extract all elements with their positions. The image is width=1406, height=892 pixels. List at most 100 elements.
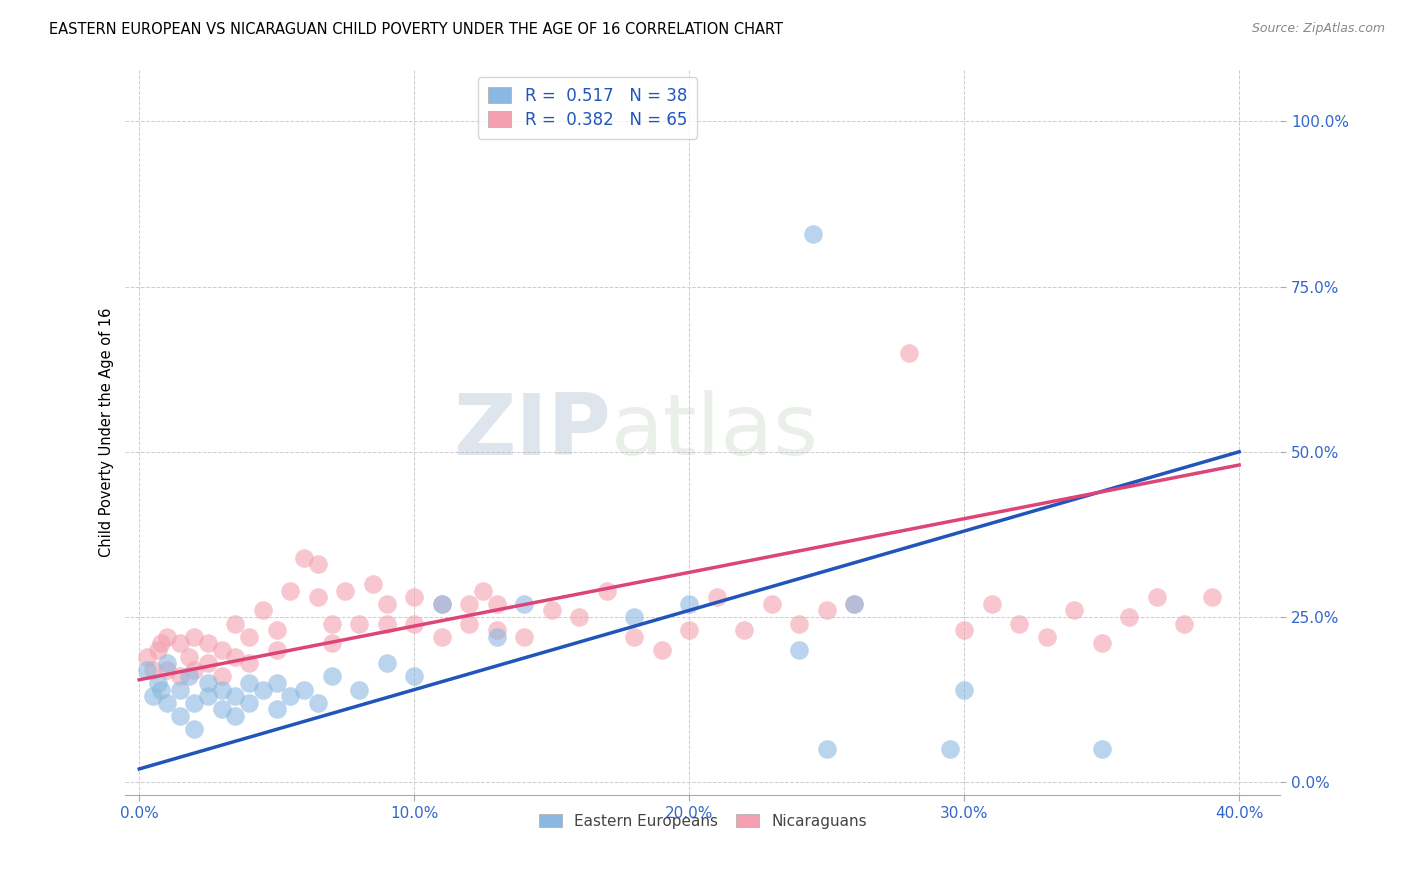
Point: [238, 696, 260, 710]
Point: [150, 682, 173, 697]
Point: [1091, 636, 1114, 650]
Point: [307, 696, 329, 710]
Point: [142, 663, 165, 677]
Point: [224, 690, 246, 704]
Point: [136, 649, 159, 664]
Point: [321, 616, 343, 631]
Point: [169, 636, 191, 650]
Point: [844, 597, 866, 611]
Point: [361, 577, 384, 591]
Point: [761, 597, 783, 611]
Point: [280, 583, 302, 598]
Point: [1008, 616, 1031, 631]
Point: [815, 742, 838, 756]
Point: [238, 657, 260, 671]
Point: [844, 597, 866, 611]
Point: [224, 616, 246, 631]
Point: [252, 603, 274, 617]
Point: [183, 723, 205, 737]
Point: [197, 676, 219, 690]
Point: [211, 682, 233, 697]
Point: [169, 682, 191, 697]
Point: [238, 676, 260, 690]
Point: [156, 696, 179, 710]
Point: [211, 643, 233, 657]
Point: [307, 557, 329, 571]
Point: [623, 610, 645, 624]
Point: [347, 682, 370, 697]
Point: [430, 630, 453, 644]
Point: [156, 663, 179, 677]
Point: [651, 643, 673, 657]
Point: [375, 616, 398, 631]
Point: [292, 682, 315, 697]
Point: [1118, 610, 1140, 624]
Point: [177, 649, 200, 664]
Point: [568, 610, 591, 624]
Point: [148, 643, 170, 657]
Point: [596, 583, 619, 598]
Point: [939, 742, 962, 756]
Point: [142, 690, 165, 704]
Point: [211, 702, 233, 716]
Point: [150, 636, 173, 650]
Point: [787, 616, 810, 631]
Point: [252, 682, 274, 697]
Point: [706, 590, 728, 604]
Legend: Eastern Europeans, Nicaraguans: Eastern Europeans, Nicaraguans: [533, 808, 873, 835]
Point: [678, 623, 700, 637]
Point: [458, 616, 481, 631]
Point: [197, 690, 219, 704]
Point: [375, 657, 398, 671]
Point: [404, 616, 426, 631]
Point: [980, 597, 1002, 611]
Point: [211, 669, 233, 683]
Point: [156, 630, 179, 644]
Text: atlas: atlas: [610, 391, 818, 474]
Point: [335, 583, 357, 598]
Point: [1063, 603, 1085, 617]
Point: [177, 669, 200, 683]
Point: [953, 623, 976, 637]
Point: [183, 663, 205, 677]
Point: [898, 345, 921, 359]
Point: [787, 643, 810, 657]
Point: [183, 630, 205, 644]
Point: [148, 676, 170, 690]
Point: [815, 603, 838, 617]
Point: [540, 603, 562, 617]
Point: [801, 227, 824, 241]
Point: [485, 630, 508, 644]
Point: [197, 657, 219, 671]
Point: [321, 669, 343, 683]
Point: [307, 590, 329, 604]
Point: [430, 597, 453, 611]
Point: [404, 669, 426, 683]
Point: [1091, 742, 1114, 756]
Point: [485, 597, 508, 611]
Text: Source: ZipAtlas.com: Source: ZipAtlas.com: [1251, 22, 1385, 36]
Point: [485, 623, 508, 637]
Point: [953, 682, 976, 697]
Point: [266, 623, 288, 637]
Point: [1146, 590, 1168, 604]
Point: [733, 623, 755, 637]
Point: [266, 676, 288, 690]
Point: [136, 663, 159, 677]
Text: ZIP: ZIP: [453, 391, 610, 474]
Point: [183, 696, 205, 710]
Point: [266, 643, 288, 657]
Point: [224, 709, 246, 723]
Point: [458, 597, 481, 611]
Point: [347, 616, 370, 631]
Point: [238, 630, 260, 644]
Point: [471, 583, 494, 598]
Point: [678, 597, 700, 611]
Point: [513, 630, 536, 644]
Point: [321, 636, 343, 650]
Point: [375, 597, 398, 611]
Point: [156, 657, 179, 671]
Text: EASTERN EUROPEAN VS NICARAGUAN CHILD POVERTY UNDER THE AGE OF 16 CORRELATION CHA: EASTERN EUROPEAN VS NICARAGUAN CHILD POV…: [49, 22, 783, 37]
Point: [513, 597, 536, 611]
Point: [224, 649, 246, 664]
